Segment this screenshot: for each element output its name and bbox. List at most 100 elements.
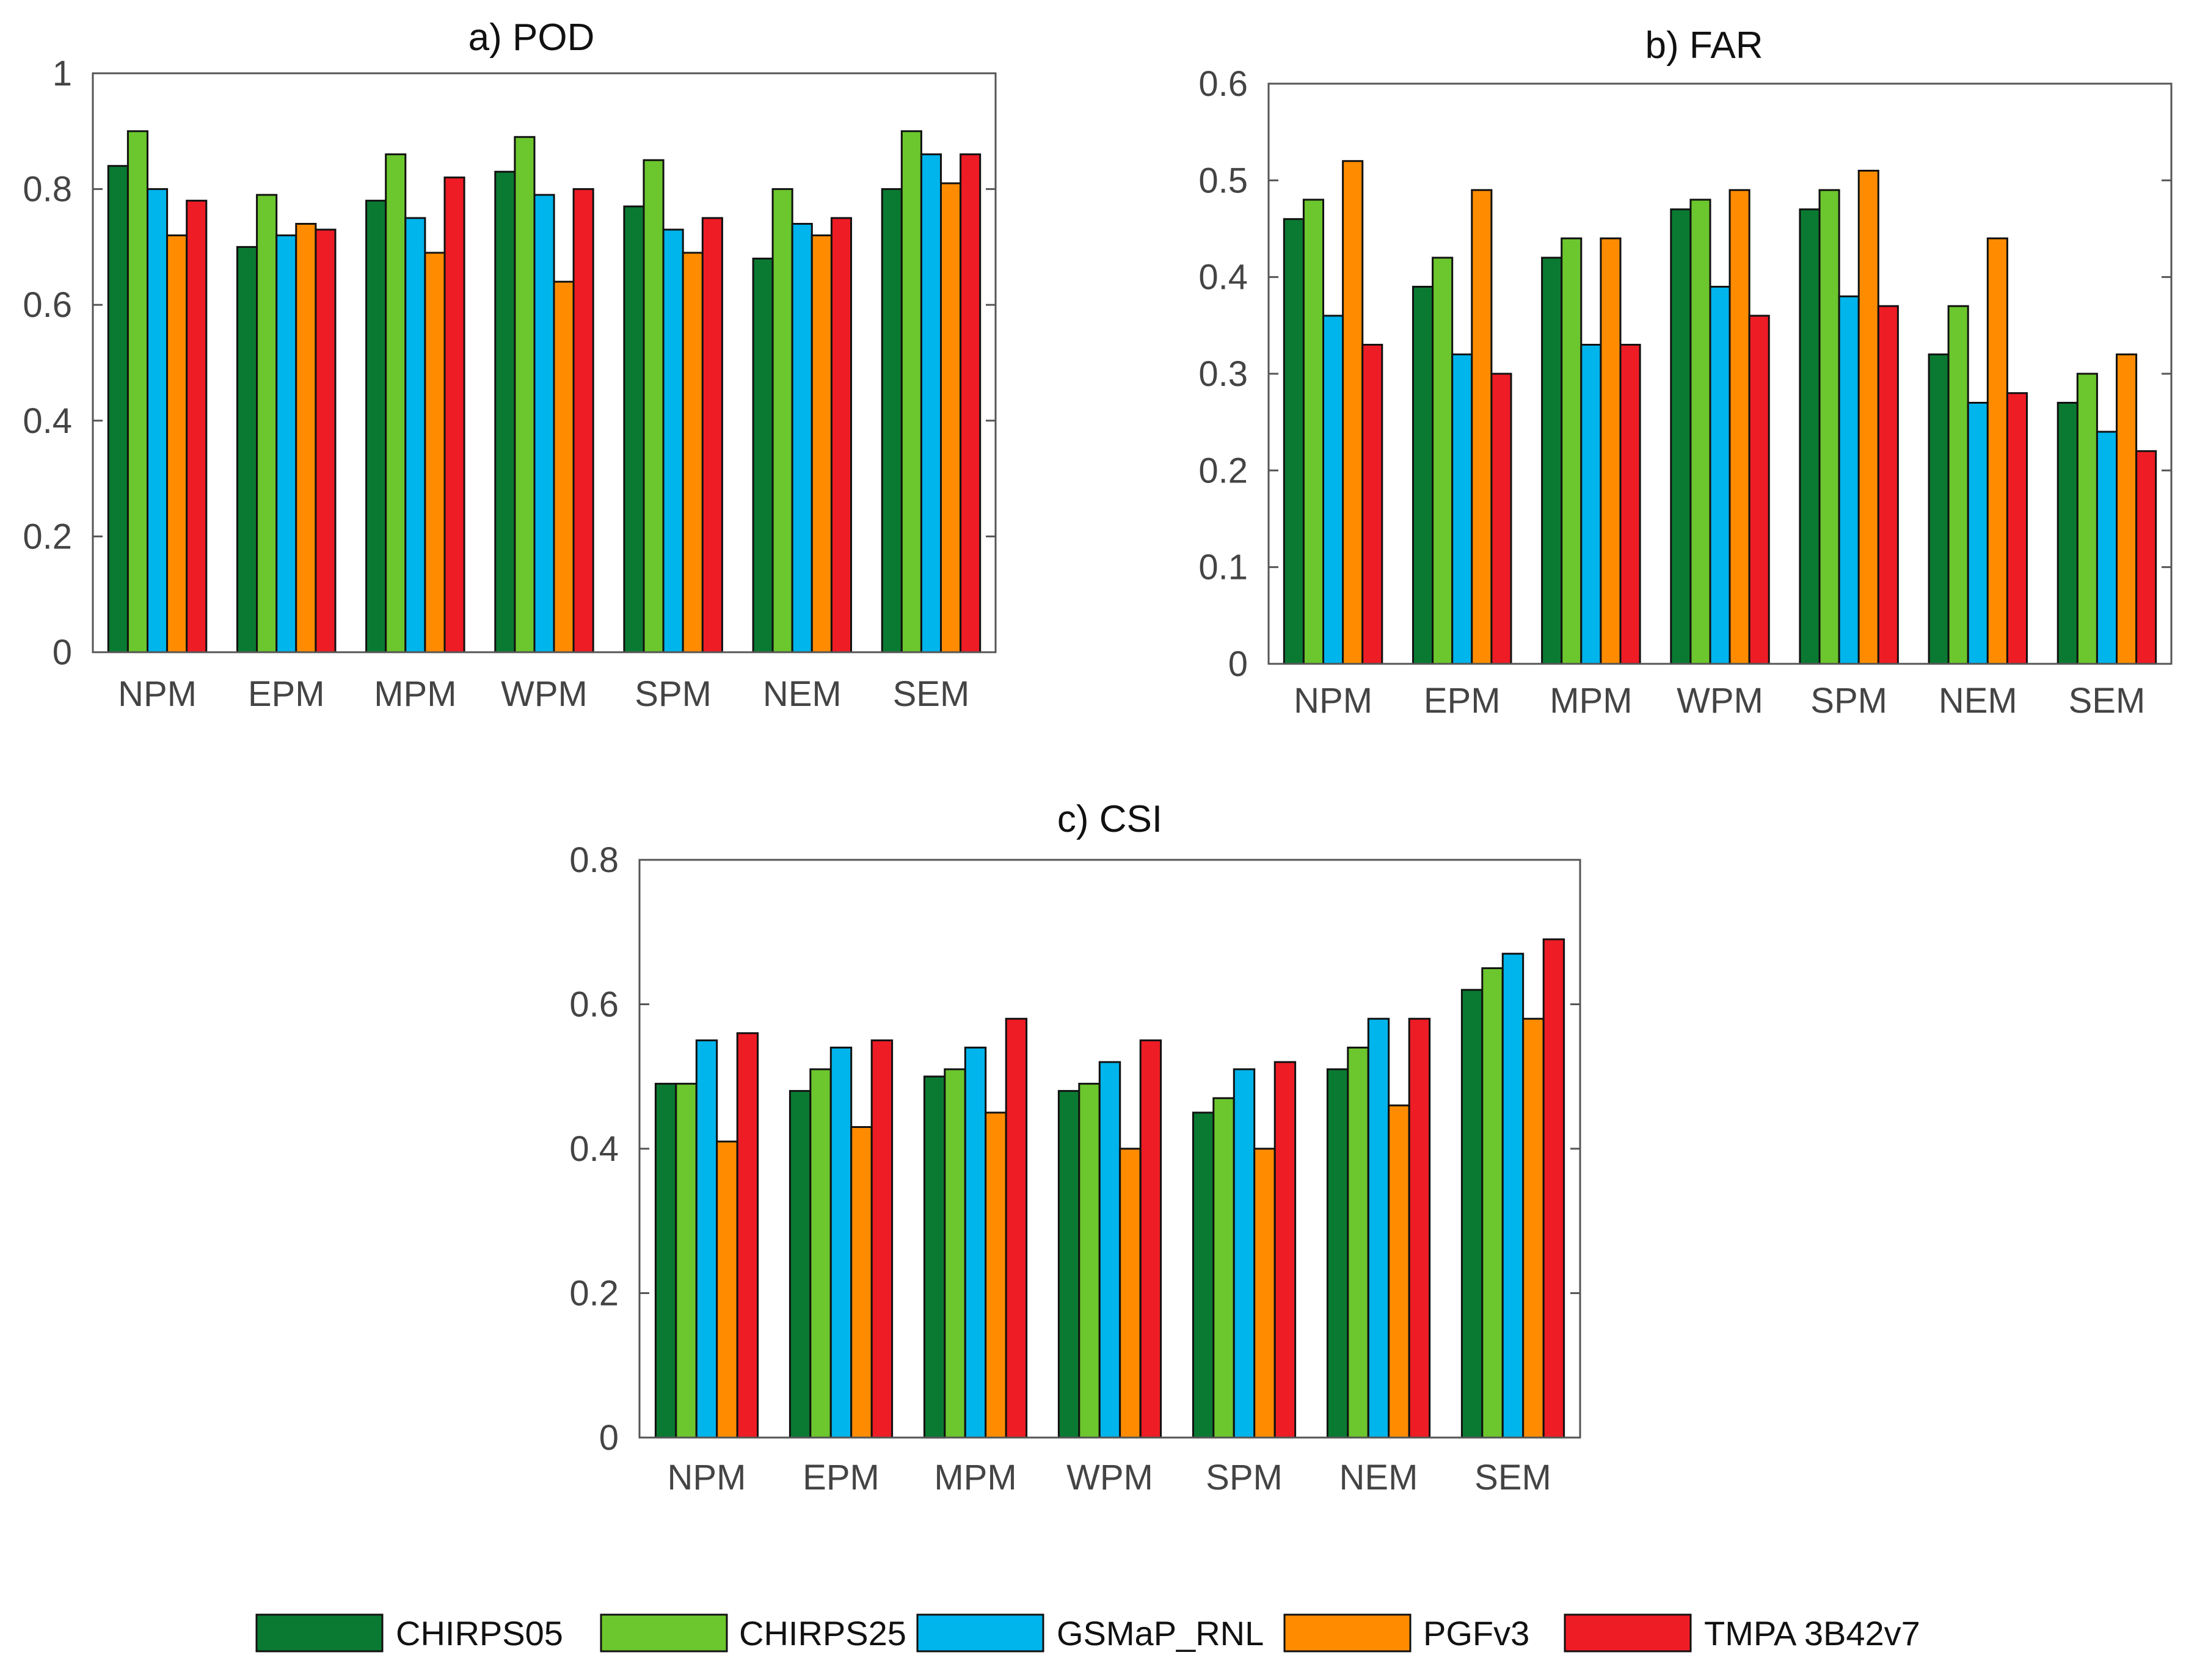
- bar: [186, 200, 208, 653]
- x-tick-label: EPM: [803, 1458, 880, 1497]
- y-tick-label: 0: [599, 1418, 619, 1458]
- bar: [236, 245, 258, 653]
- bar: [443, 176, 465, 653]
- bar: [1877, 305, 1899, 665]
- bar: [623, 205, 645, 653]
- panel-a) POD: a) POD 0 0.2 0.4 0.6 0.8 1 NPM EPM MPM WPM SPM NEM SE…: [23, 16, 997, 714]
- y-tick-label: 0.6: [1198, 64, 1248, 104]
- bar: [1580, 344, 1602, 665]
- bar: [494, 170, 516, 653]
- bar: [1600, 237, 1622, 665]
- y-tick-label: 0: [53, 633, 72, 672]
- bar: [1541, 256, 1563, 665]
- bar: [553, 280, 575, 653]
- bar: [643, 159, 665, 653]
- bar: [1460, 989, 1484, 1439]
- bar: [1729, 189, 1751, 665]
- bar: [1367, 1017, 1390, 1439]
- bar: [2116, 353, 2138, 665]
- bar: [1408, 1017, 1431, 1439]
- bar: [385, 153, 407, 653]
- bar: [2057, 402, 2079, 665]
- x-tick-label: MPM: [374, 674, 456, 714]
- bar: [1670, 208, 1692, 665]
- bar: [2135, 450, 2157, 665]
- bar: [514, 136, 536, 653]
- bar: [923, 1075, 946, 1439]
- bar: [424, 252, 446, 653]
- bar: [1119, 1147, 1142, 1439]
- bar: [1947, 305, 1969, 665]
- y-tick-label: 0.8: [569, 840, 619, 880]
- bar: [1490, 373, 1512, 665]
- bar: [1689, 198, 1711, 665]
- bar: [870, 1039, 894, 1439]
- bar: [147, 188, 169, 653]
- legend: CHIRPS05 CHIRPS25 GSMaP_RNL PGFv3 TMPA 3B42v…: [255, 1613, 1920, 1653]
- x-tick-label: WPM: [1677, 681, 1763, 721]
- bar: [940, 182, 962, 653]
- y-tick-label: 0.2: [569, 1274, 619, 1314]
- y-tick-label: 0.8: [23, 170, 72, 209]
- y-tick-label: 0.6: [23, 285, 72, 325]
- x-tick-label: EPM: [1424, 681, 1501, 721]
- bar: [682, 252, 704, 653]
- bar: [701, 217, 723, 653]
- x-tick-label: SEM: [893, 674, 970, 714]
- bar: [1561, 237, 1583, 665]
- y-tick-label: 0.3: [1198, 354, 1248, 394]
- legend-swatch: [916, 1613, 1044, 1653]
- legend-label: CHIRPS05: [396, 1614, 563, 1653]
- bar: [1967, 402, 1989, 665]
- bar: [675, 1083, 698, 1439]
- bar: [1192, 1111, 1215, 1439]
- x-tick-label: MPM: [1550, 681, 1632, 721]
- panel-c) CSI: c) CSI 0 0.2 0.4 0.6 0.8 NPM EPM MPM WPM SPM NEM SEM: [569, 798, 1581, 1497]
- y-tick-label: 0.4: [1198, 258, 1248, 297]
- bar: [1212, 1097, 1235, 1439]
- bar: [1273, 1061, 1297, 1439]
- y-tick-label: 1: [53, 54, 72, 93]
- bar: [1412, 286, 1434, 665]
- bar: [1347, 1046, 1369, 1439]
- bar: [1522, 1017, 1545, 1439]
- panel-b) FAR: b) FAR 0 0.1 0.2 0.3 0.4 0.5 0.6 NPM EPM MPM WPM SPM…: [1198, 24, 2173, 721]
- bar: [1481, 967, 1504, 1439]
- chart-title: a) POD: [468, 16, 595, 59]
- bar: [829, 1046, 853, 1439]
- bar: [1857, 170, 1879, 665]
- y-tick-label: 0.6: [569, 985, 619, 1025]
- legend-swatch: [1564, 1613, 1692, 1653]
- bar: [166, 234, 188, 653]
- bar: [809, 1068, 832, 1439]
- x-tick-label: MPM: [934, 1458, 1016, 1497]
- bar: [256, 194, 278, 653]
- y-tick-label: 0.1: [1198, 548, 1248, 587]
- bar: [771, 188, 793, 653]
- bar: [1928, 353, 1950, 665]
- y-tick-label: 0.5: [1198, 161, 1248, 200]
- bar: [1709, 286, 1731, 665]
- plot-frame: [92, 72, 997, 653]
- y-tick-label: 0.2: [1198, 451, 1248, 490]
- bar: [1098, 1061, 1121, 1439]
- bar: [662, 228, 684, 653]
- bar: [881, 188, 903, 653]
- x-tick-label: NPM: [668, 1458, 746, 1497]
- bar: [1233, 1068, 1256, 1439]
- bar: [1388, 1104, 1410, 1439]
- bar: [811, 234, 833, 653]
- x-tick-label: SEM: [2069, 681, 2146, 721]
- bar: [789, 1089, 812, 1439]
- bar: [695, 1039, 718, 1439]
- bar: [985, 1111, 1007, 1439]
- bar: [572, 188, 594, 653]
- bar: [1619, 344, 1641, 665]
- y-tick-label: 0.4: [569, 1129, 619, 1169]
- bar: [1986, 237, 2008, 665]
- bar: [2076, 373, 2098, 665]
- bar: [533, 194, 555, 653]
- bar: [716, 1140, 738, 1439]
